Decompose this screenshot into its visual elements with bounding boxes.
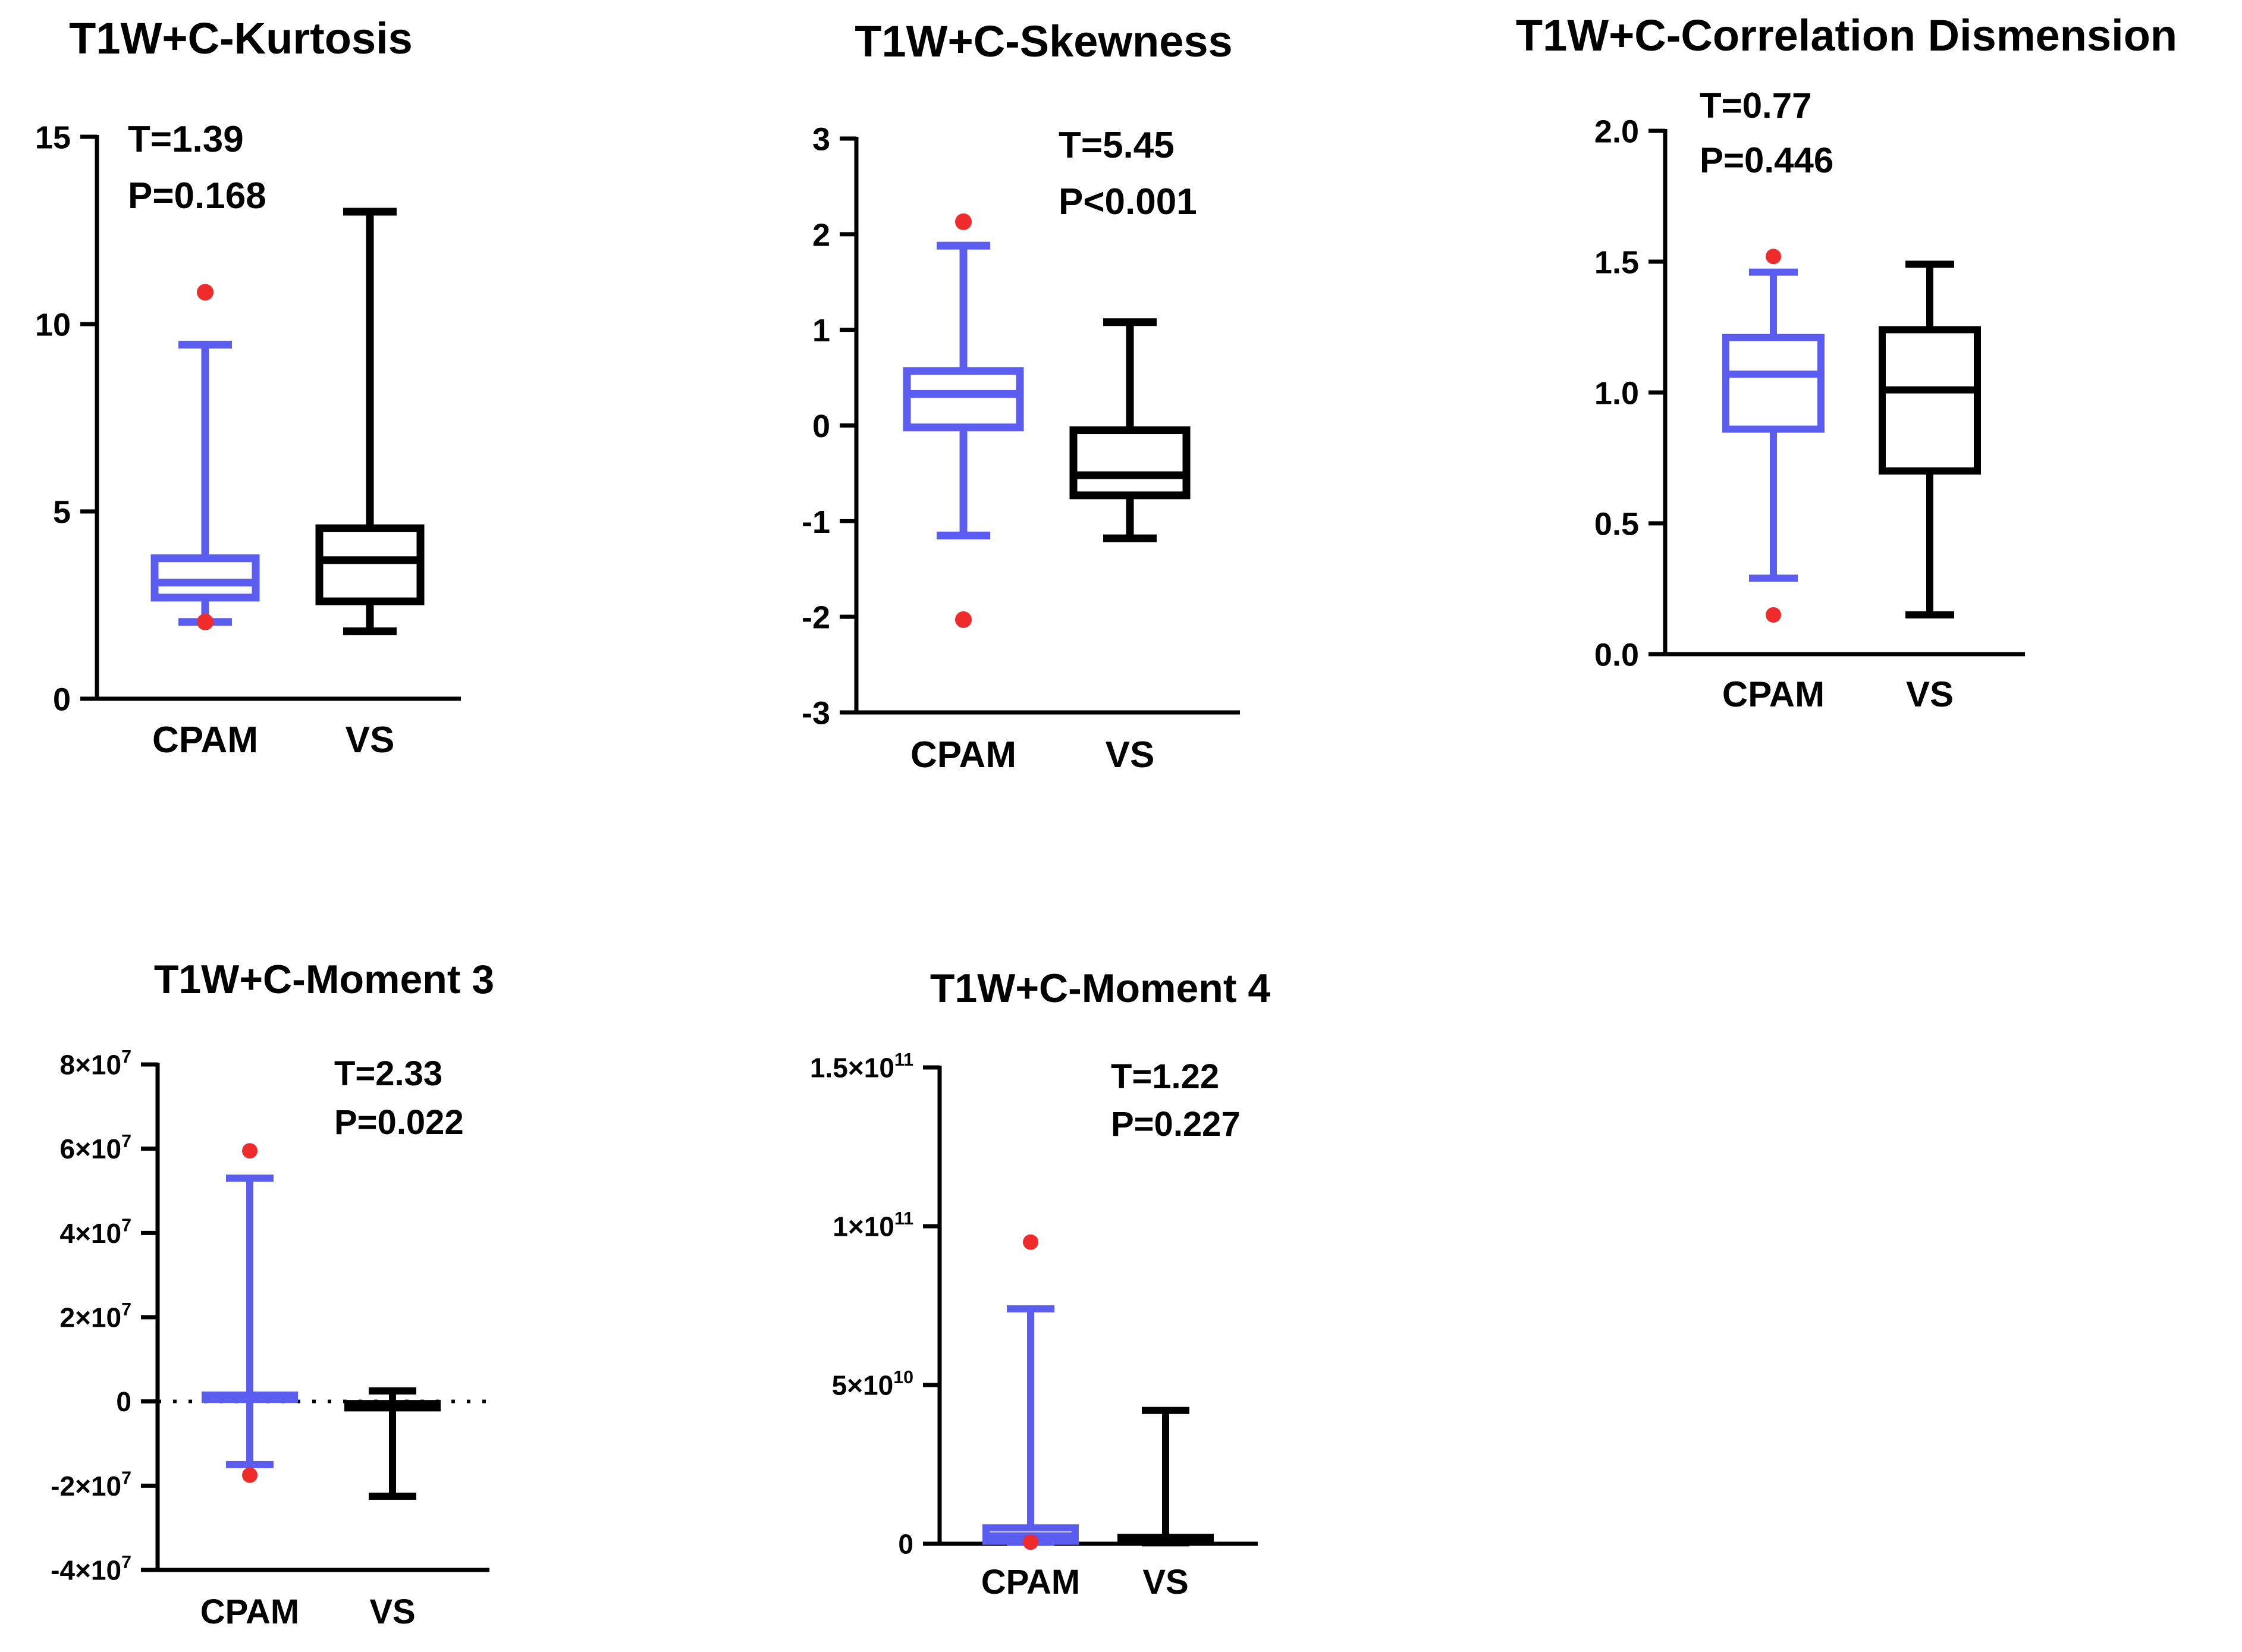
y-tick-label: 0.0 bbox=[1594, 637, 1639, 673]
y-tick-label: 0 bbox=[812, 409, 830, 444]
y-tick-label: 0 bbox=[116, 1386, 131, 1417]
x-category-label: CPAM bbox=[152, 720, 258, 761]
box-vs bbox=[344, 1387, 441, 1500]
outlier-point bbox=[1023, 1234, 1038, 1250]
outlier-point bbox=[197, 613, 213, 630]
y-tick-label: 10 bbox=[35, 307, 71, 343]
stat-annotation: T=5.45 bbox=[1059, 125, 1175, 166]
box-cpam bbox=[150, 284, 260, 630]
x-category-label: CPAM bbox=[200, 1593, 299, 1631]
x-category-label: CPAM bbox=[981, 1563, 1080, 1601]
box-vs bbox=[315, 208, 425, 636]
chart-panel-3: T1W+C-Correlation Dismension 0.0 0.5 1.0 1.5… bbox=[1516, 11, 2177, 714]
outlier-point bbox=[242, 1467, 258, 1483]
x-category-label: VS bbox=[346, 720, 395, 761]
outlier-point bbox=[1023, 1534, 1038, 1550]
y-tick-label: 1.0 bbox=[1594, 375, 1639, 411]
stat-annotation: T=2.33 bbox=[334, 1054, 442, 1093]
chart-title: T1W+C-Moment 4 bbox=[930, 966, 1271, 1011]
y-tick-label: -3 bbox=[802, 695, 830, 731]
outlier-point bbox=[197, 284, 213, 301]
stat-annotation: P=0.446 bbox=[1700, 140, 1833, 180]
box-vs bbox=[1117, 1406, 1214, 1547]
y-tick-label: -4×107 bbox=[51, 1553, 131, 1585]
x-category-label: VS bbox=[1906, 674, 1954, 714]
box-cpam bbox=[202, 1143, 298, 1483]
y-tick-label: 1.5 bbox=[1594, 244, 1639, 280]
outlier-point bbox=[1766, 249, 1781, 265]
box-vs bbox=[1879, 260, 1981, 618]
iqr-box bbox=[1722, 334, 1825, 433]
y-tick-label: -2 bbox=[802, 600, 830, 636]
chart-title: T1W+C-Moment 3 bbox=[154, 957, 494, 1002]
iqr-box bbox=[150, 554, 260, 602]
stat-annotation: T=0.77 bbox=[1700, 86, 1811, 125]
x-category-label: CPAM bbox=[910, 734, 1016, 775]
y-tick-label: 1 bbox=[812, 313, 830, 348]
y-tick-label: -1 bbox=[802, 504, 830, 540]
x-category-label: VS bbox=[1106, 734, 1155, 775]
y-tick-label: 3 bbox=[812, 121, 830, 157]
y-tick-label: 0 bbox=[898, 1529, 913, 1560]
iqr-box bbox=[315, 524, 425, 605]
box-cpam bbox=[903, 213, 1024, 628]
y-tick-label: 15 bbox=[35, 120, 71, 155]
chart-title: T1W+C-Kurtosis bbox=[69, 14, 413, 63]
chart-panel-4: T1W+C-Moment 3 -4×107 -2×107 0 2×107 4×107 6×1… bbox=[51, 957, 494, 1631]
iqr-box bbox=[1879, 326, 1981, 475]
y-tick-label: 1.5×1011 bbox=[810, 1050, 913, 1083]
outlier-point bbox=[242, 1143, 258, 1159]
x-category-label: VS bbox=[1142, 1563, 1188, 1601]
y-tick-label: 4×107 bbox=[59, 1216, 131, 1249]
iqr-box bbox=[1069, 426, 1191, 500]
y-tick-label: 0 bbox=[53, 681, 71, 717]
stat-annotation: P=0.168 bbox=[128, 175, 266, 216]
y-tick-label: 2.0 bbox=[1594, 114, 1639, 149]
x-category-label: CPAM bbox=[1722, 674, 1825, 714]
y-tick-label: -2×107 bbox=[51, 1469, 131, 1502]
x-category-label: VS bbox=[369, 1593, 415, 1631]
stat-annotation: P<0.001 bbox=[1059, 181, 1197, 222]
y-tick-label: 1×1011 bbox=[833, 1209, 913, 1242]
box-cpam bbox=[982, 1234, 1079, 1550]
chart-panel-5: T1W+C-Moment 4 0 5×1010 1×1011 1.5×1011 CPAM V… bbox=[810, 966, 1270, 1601]
outlier-point bbox=[1766, 607, 1781, 623]
chart-title: T1W+C-Skewness bbox=[855, 17, 1232, 66]
stat-annotation: T=1.39 bbox=[128, 119, 244, 160]
y-tick-label: 2 bbox=[812, 217, 830, 253]
y-tick-label: 8×107 bbox=[59, 1047, 131, 1080]
stat-annotation: P=0.227 bbox=[1111, 1105, 1241, 1144]
outlier-point bbox=[955, 611, 972, 628]
outlier-point bbox=[955, 213, 972, 230]
y-tick-label: 0.5 bbox=[1594, 506, 1639, 542]
y-tick-label: 2×107 bbox=[59, 1300, 131, 1333]
y-tick-label: 5 bbox=[53, 494, 71, 530]
chart-panel-1: T1W+C-Kurtosis 0 5 10 15 CPAM VS T=1.39 P=0.168 bbox=[35, 14, 461, 761]
stat-annotation: T=1.22 bbox=[1111, 1057, 1219, 1096]
y-tick-label: 5×1010 bbox=[832, 1368, 913, 1400]
chart-panel-2: T1W+C-Skewness -3 -2 -1 0 1 2 3 CPAM VS T=5.45 P<0.… bbox=[802, 17, 1240, 775]
y-tick-label: 6×107 bbox=[59, 1132, 131, 1164]
box-vs bbox=[1069, 318, 1191, 542]
box-cpam bbox=[1722, 249, 1825, 623]
iqr-box bbox=[903, 367, 1024, 432]
chart-title: T1W+C-Correlation Dismension bbox=[1516, 11, 2177, 60]
stat-annotation: P=0.022 bbox=[334, 1103, 464, 1142]
